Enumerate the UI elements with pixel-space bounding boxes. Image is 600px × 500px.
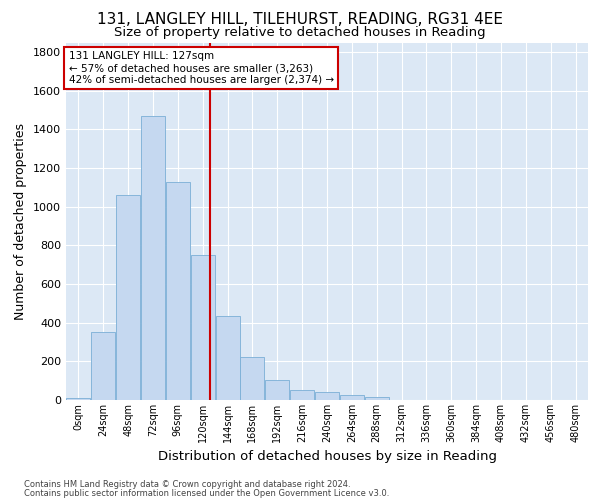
- Text: 131, LANGLEY HILL, TILEHURST, READING, RG31 4EE: 131, LANGLEY HILL, TILEHURST, READING, R…: [97, 12, 503, 28]
- Bar: [290, 390, 314, 400]
- Text: Contains public sector information licensed under the Open Government Licence v3: Contains public sector information licen…: [24, 489, 389, 498]
- Bar: [67, 398, 91, 400]
- Bar: [265, 380, 289, 400]
- X-axis label: Distribution of detached houses by size in Reading: Distribution of detached houses by size …: [157, 450, 497, 464]
- Bar: [166, 182, 190, 400]
- Bar: [315, 392, 339, 400]
- Bar: [340, 395, 364, 400]
- Bar: [241, 356, 265, 400]
- Bar: [141, 116, 165, 400]
- Bar: [365, 397, 389, 400]
- Y-axis label: Number of detached properties: Number of detached properties: [14, 122, 28, 320]
- Bar: [91, 332, 115, 400]
- Text: Size of property relative to detached houses in Reading: Size of property relative to detached ho…: [114, 26, 486, 39]
- Bar: [116, 195, 140, 400]
- Bar: [215, 316, 239, 400]
- Text: 131 LANGLEY HILL: 127sqm
← 57% of detached houses are smaller (3,263)
42% of sem: 131 LANGLEY HILL: 127sqm ← 57% of detach…: [68, 52, 334, 84]
- Bar: [191, 255, 215, 400]
- Text: Contains HM Land Registry data © Crown copyright and database right 2024.: Contains HM Land Registry data © Crown c…: [24, 480, 350, 489]
